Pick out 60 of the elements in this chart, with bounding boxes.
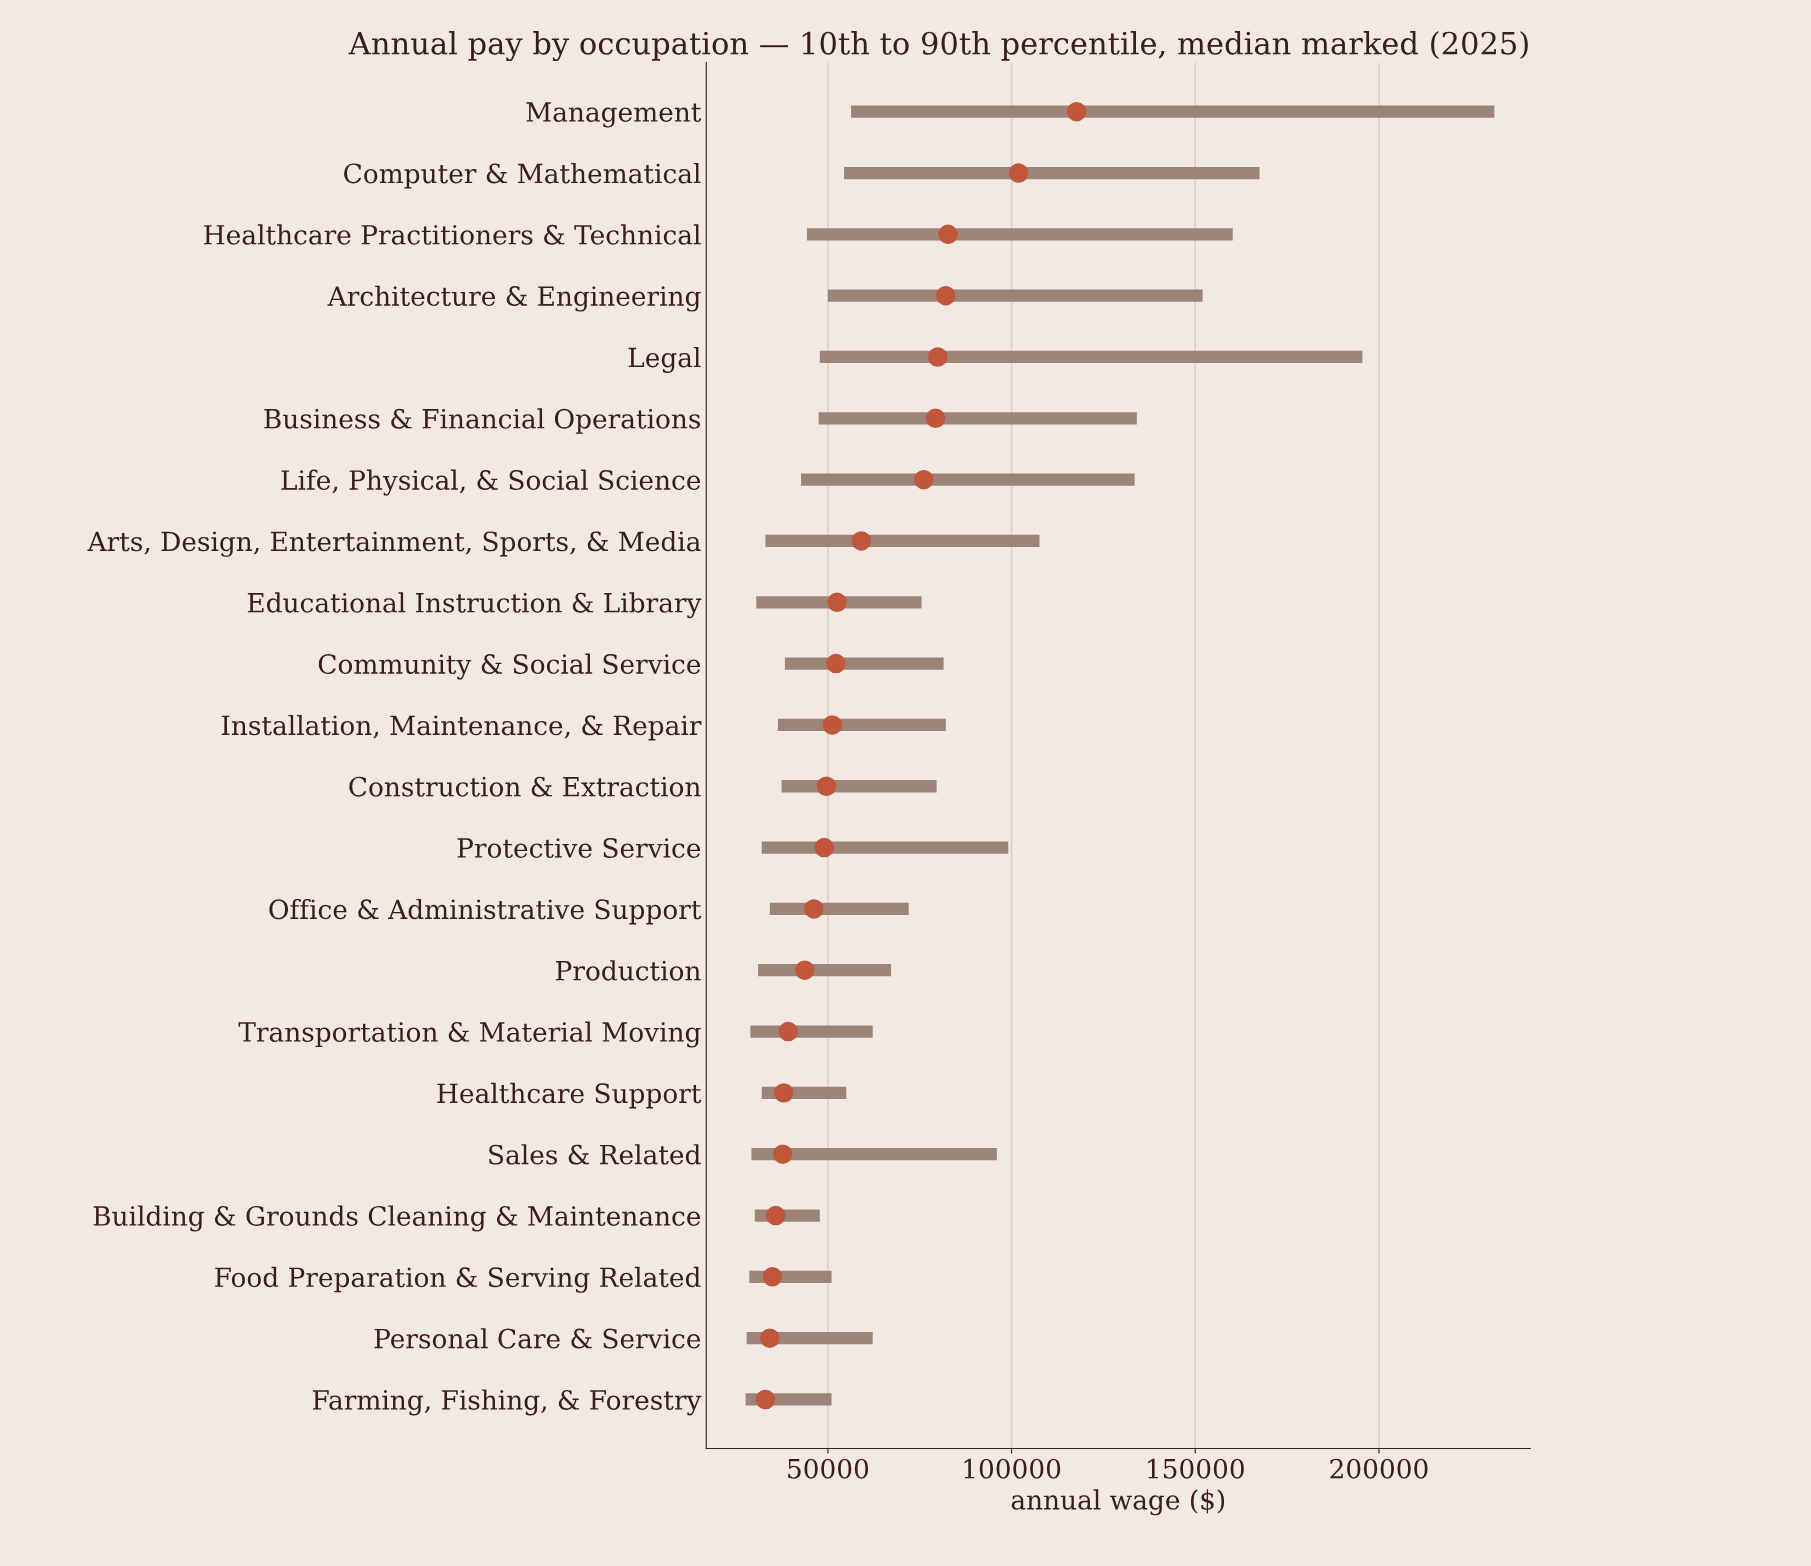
point [851,531,872,551]
bar [761,841,1009,854]
y-tick-label: Farming, Fishing, & Forestry [312,1389,702,1416]
point [925,408,946,429]
bar [818,412,1137,425]
y-tick-label: Personal Care & Service [374,1328,701,1349]
y-tick-label: Installation, Maintenance, & Repair [221,714,702,741]
y-tick-label: Construction & Extraction [349,776,701,797]
point [814,837,834,858]
point [774,1083,794,1103]
bar [827,289,1203,302]
y-tick-label: Educational Instruction & Library [247,592,702,619]
point [938,224,958,245]
y-tick-label: Community & Social Service [318,653,701,680]
point [914,469,934,490]
bar [806,228,1233,241]
bar [765,534,1040,548]
y-tick-label: Healthcare Practitioners & Technical [204,224,701,245]
chart-title: Annual pay by occupation — 10th to 90th percentile, median marked (2025) [348,31,1528,62]
point [762,1267,783,1287]
bar [851,105,1495,118]
y-tick-label: Sales & Related [489,1144,701,1165]
point [927,347,948,367]
y-tick-label: Protective Service [457,838,701,858]
y-tick-label: Healthcare Support [437,1082,702,1109]
bar [751,1148,997,1161]
y-tick-label: Food Preparation & Serving Related [215,1266,701,1293]
y-tick-label: Architecture & Engineering [327,285,701,312]
y-tick-label: Life, Physical, & Social Science [281,469,701,496]
x-tick-label: 150000 [1148,1458,1244,1479]
point [804,899,824,919]
x-tick-label: 50000 [788,1458,869,1479]
x-tick-label: 200000 [1330,1458,1428,1479]
point [822,715,843,735]
point [778,1021,798,1042]
point [827,592,847,613]
y-tick-label: Arts, Design, Entertainment, Sports, & Media [87,530,701,557]
point [936,285,956,306]
point [826,653,846,674]
point [755,1389,776,1410]
point [772,1144,793,1164]
point [765,1205,786,1226]
bar [819,350,1363,364]
bar [801,473,1135,486]
point [1066,101,1087,122]
y-tick-label: Business & Financial Operations [264,408,701,434]
y-tick-label: Building & Grounds Cleaning & Maintenance [93,1205,701,1232]
point [760,1328,780,1348]
y-tick-label: Computer & Mathematical [344,163,701,189]
y-tick-label: Management [526,102,702,128]
bar [844,166,1260,180]
x-tick-label: 100000 [964,1458,1061,1479]
point [1008,163,1029,183]
point [794,960,815,980]
point [816,776,837,797]
y-tick-label: Office & Administrative Support [269,898,702,925]
y-tick-label: Production [556,960,701,981]
y-tick-label: Legal [628,346,701,373]
y-tick-label: Transportation & Material Moving [238,1021,701,1048]
x-axis-title: annual wage ($) [1011,1489,1225,1516]
